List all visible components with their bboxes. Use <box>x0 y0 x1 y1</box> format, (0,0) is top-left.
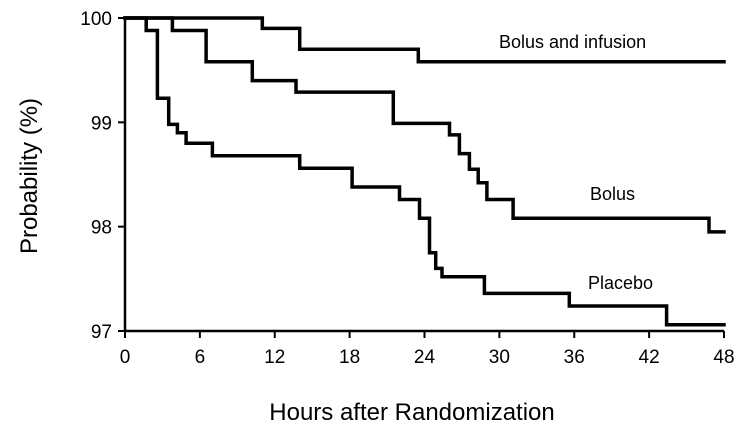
x-tick-label-12: 12 <box>264 347 285 368</box>
x-tick-label-36: 36 <box>564 347 585 368</box>
x-tick-label-0: 0 <box>120 347 131 368</box>
series-layer <box>123 16 726 327</box>
series-line-bolus-and-infusion <box>123 16 726 64</box>
x-tick-label-30: 30 <box>489 347 510 368</box>
x-tick-label-24: 24 <box>414 347 436 368</box>
y-tick-label-97: 97 <box>91 322 112 343</box>
x-tick-label-48: 48 <box>713 347 734 368</box>
series-line-bolus <box>123 16 726 234</box>
x-axis-title: Hours after Randomization <box>269 399 554 426</box>
y-axis-title: Probability (%) <box>16 98 43 254</box>
label-bolus: Bolus <box>590 184 635 204</box>
x-tick-label-6: 6 <box>195 347 206 368</box>
x-tick-label-42: 42 <box>639 347 660 368</box>
ticks: 0 6 12 18 24 30 36 42 48 97 98 99 100 <box>80 9 734 368</box>
label-bolus-and-infusion: Bolus and infusion <box>499 32 646 52</box>
label-placebo: Placebo <box>588 273 653 293</box>
series-line-placebo <box>123 16 726 327</box>
y-tick-label-99: 99 <box>91 113 112 134</box>
y-tick-label-100: 100 <box>80 9 112 30</box>
y-tick-label-98: 98 <box>91 218 112 239</box>
x-tick-label-18: 18 <box>339 347 360 368</box>
